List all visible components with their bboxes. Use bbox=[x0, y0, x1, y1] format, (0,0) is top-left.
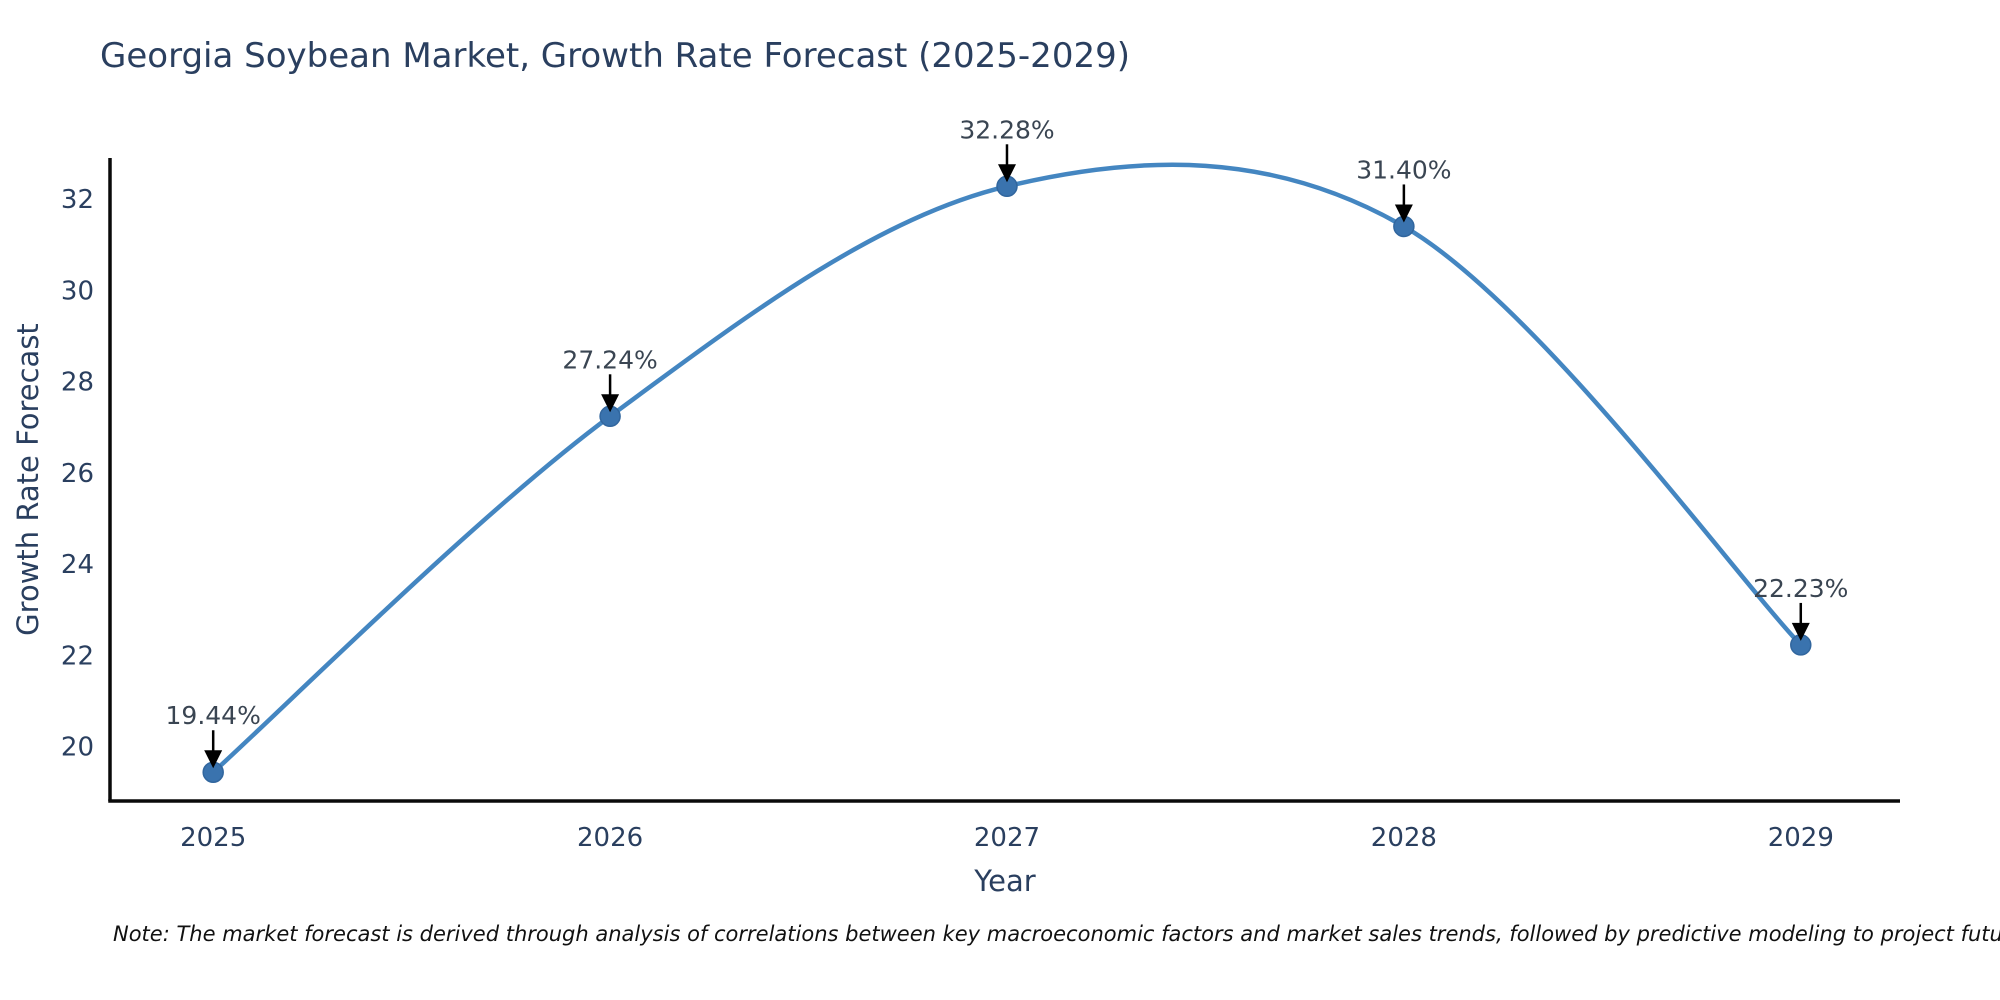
annotation-arrow-head bbox=[1394, 204, 1413, 223]
point-value-label: 31.40% bbox=[1356, 155, 1451, 184]
y-tick-label: 22 bbox=[61, 641, 94, 671]
annotation-arrow-head bbox=[601, 394, 620, 413]
y-tick-label: 30 bbox=[61, 276, 94, 306]
y-tick-label: 28 bbox=[61, 368, 94, 398]
x-axis-title: Year bbox=[973, 864, 1035, 898]
point-value-label: 27.24% bbox=[562, 345, 657, 374]
x-tick-label: 2029 bbox=[1768, 823, 1834, 853]
y-tick-label: 26 bbox=[61, 459, 94, 489]
annotation-arrow-head bbox=[1791, 622, 1810, 641]
annotation-arrow-head bbox=[204, 750, 223, 769]
y-tick-label: 32 bbox=[61, 185, 94, 215]
x-tick-label: 2025 bbox=[180, 823, 246, 853]
y-axis-title: Growth Rate Forecast bbox=[11, 323, 45, 636]
y-tick-label: 24 bbox=[61, 550, 94, 580]
x-tick-label: 2028 bbox=[1371, 823, 1437, 853]
point-value-label: 32.28% bbox=[959, 115, 1054, 144]
x-tick-label: 2027 bbox=[974, 823, 1040, 853]
point-value-label: 19.44% bbox=[166, 701, 261, 730]
x-tick-label: 2026 bbox=[577, 823, 643, 853]
trend-line bbox=[210, 162, 1804, 775]
chart-title: Georgia Soybean Market, Growth Rate Fore… bbox=[100, 36, 1130, 76]
annotation-arrow-head bbox=[997, 164, 1016, 183]
footnote: Note: The market forecast is derived thr… bbox=[113, 922, 2000, 946]
y-tick-label: 20 bbox=[61, 733, 94, 763]
point-value-label: 22.23% bbox=[1753, 574, 1848, 603]
